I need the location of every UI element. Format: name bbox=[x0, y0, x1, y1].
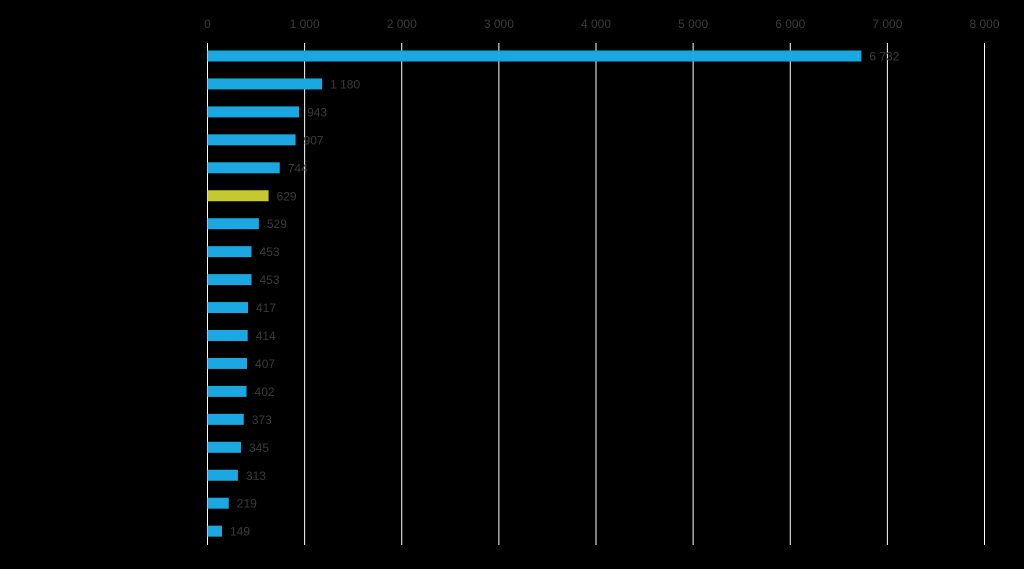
bar bbox=[207, 246, 252, 258]
bar-value-label: 744 bbox=[288, 161, 308, 175]
bar-value-label: 943 bbox=[307, 105, 327, 119]
bar bbox=[207, 134, 296, 146]
x-tick-label: 5 000 bbox=[678, 17, 708, 31]
x-tick-label: 8 000 bbox=[969, 17, 999, 31]
x-tick-label: 2 000 bbox=[387, 17, 417, 31]
x-tick-label: 3 000 bbox=[484, 17, 514, 31]
bar bbox=[207, 413, 244, 425]
x-tick-label: 1 000 bbox=[290, 17, 320, 31]
bar bbox=[207, 357, 248, 369]
bar-value-label: 1 180 bbox=[330, 77, 360, 91]
bar-value-label: 373 bbox=[252, 413, 272, 427]
bar-highlighted bbox=[207, 190, 269, 202]
bar bbox=[207, 441, 242, 453]
x-tick-label: 0 bbox=[204, 17, 211, 31]
x-tick-label: 6 000 bbox=[775, 17, 805, 31]
bar bbox=[207, 162, 280, 174]
bar-value-label: 407 bbox=[255, 357, 275, 371]
bar bbox=[207, 525, 222, 537]
bar-value-label: 907 bbox=[304, 133, 324, 147]
bar-value-label: 453 bbox=[259, 245, 279, 259]
bar bbox=[207, 106, 300, 118]
bar-value-label: 629 bbox=[277, 189, 297, 203]
bar-value-label: 6 732 bbox=[869, 50, 899, 64]
x-tick-label: 4 000 bbox=[581, 17, 611, 31]
bar-value-label: 313 bbox=[246, 469, 266, 483]
bar-value-label: 453 bbox=[259, 273, 279, 287]
bar bbox=[207, 302, 249, 314]
bar bbox=[207, 78, 323, 90]
bar-value-label: 414 bbox=[256, 329, 276, 343]
bar-value-label: 149 bbox=[230, 525, 250, 539]
bar-value-label: 345 bbox=[249, 441, 269, 455]
bar bbox=[207, 497, 229, 509]
axis-tick-labels: 0 1 000 2 000 3 000 4 000 5 000 6 000 7 000 8 00… bbox=[204, 17, 1000, 31]
bar-value-label: 219 bbox=[237, 497, 257, 511]
bar bbox=[207, 469, 238, 481]
x-tick-label: 7 000 bbox=[872, 17, 902, 31]
bar bbox=[207, 330, 248, 341]
bars bbox=[207, 50, 862, 537]
bar bbox=[207, 218, 259, 230]
bar-value-label: 402 bbox=[255, 385, 275, 399]
bar bbox=[207, 274, 252, 286]
grid-lines bbox=[207, 43, 985, 545]
bar-value-label: 529 bbox=[267, 217, 287, 231]
bar-value-label: 417 bbox=[256, 301, 276, 315]
bar bbox=[207, 385, 247, 397]
bar bbox=[207, 50, 862, 62]
